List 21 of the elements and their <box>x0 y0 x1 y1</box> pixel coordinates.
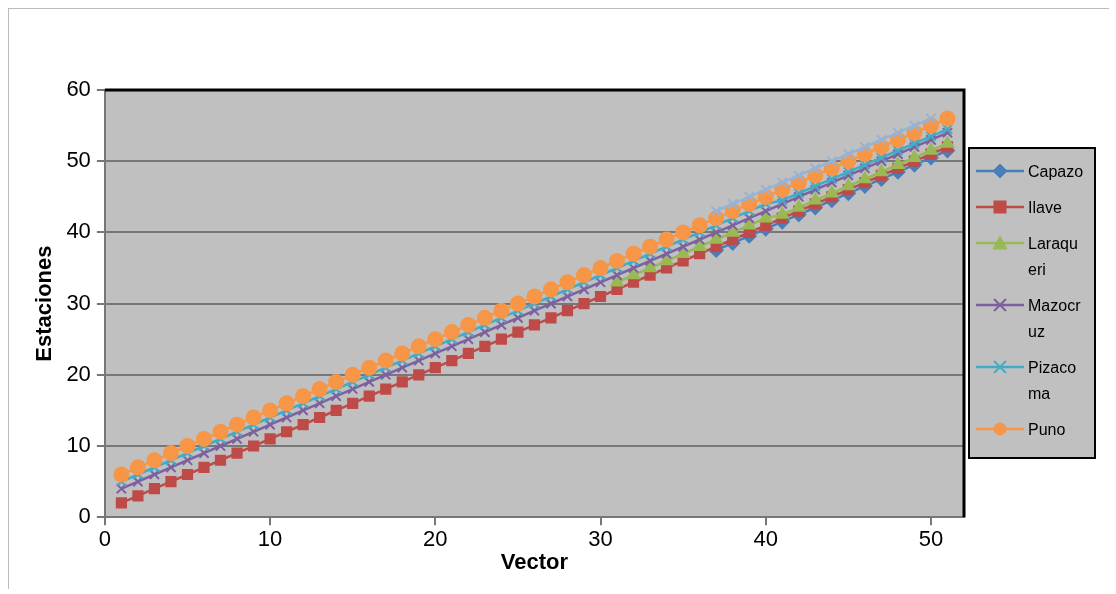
y-tick-label: 40 <box>66 218 91 244</box>
x-tick-label: 0 <box>98 526 111 552</box>
x-axis-title: Vector <box>500 548 569 574</box>
y-tick-label: 30 <box>66 289 91 315</box>
legend-label: Capazo <box>1028 162 1085 182</box>
x-tick-label: 20 <box>423 526 448 552</box>
x-tick-label: 50 <box>918 526 944 552</box>
legend-label: Laraqueri <box>1028 234 1079 280</box>
x-tick-label: 30 <box>588 526 613 552</box>
y-tick-label: 0 <box>78 503 91 529</box>
y-tick-label: 10 <box>66 432 91 458</box>
y-axis-title: Estaciones <box>31 245 57 362</box>
x-tick-label: 40 <box>753 526 778 552</box>
legend-label: Pizacoma <box>1028 358 1078 404</box>
x-tick-label: 10 <box>257 526 283 552</box>
y-tick-label: 50 <box>66 147 91 173</box>
y-tick-label: 20 <box>66 360 91 386</box>
legend-label: Ilave <box>1028 198 1063 218</box>
legend-label: Puno <box>1028 420 1067 440</box>
legend-label: Mazocruz <box>1028 296 1082 342</box>
y-tick-label: 60 <box>66 76 91 102</box>
